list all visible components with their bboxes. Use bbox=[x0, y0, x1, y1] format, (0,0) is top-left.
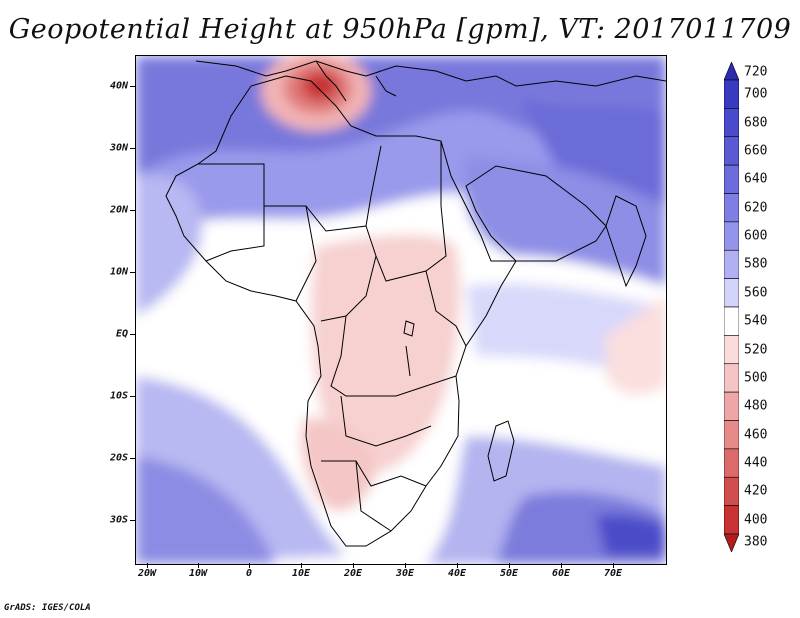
colorbar-swatch bbox=[724, 306, 739, 336]
lat-label-10n: 10N bbox=[109, 266, 128, 278]
colorbar-swatch bbox=[724, 62, 739, 81]
colorbar-swatch bbox=[724, 108, 739, 138]
colorbar-label: 380 bbox=[744, 534, 768, 550]
lon-tick bbox=[561, 563, 562, 568]
colorbar-label: 500 bbox=[744, 370, 768, 386]
lat-tick bbox=[130, 210, 135, 211]
lon-tick bbox=[147, 563, 148, 568]
lon-label-20w: 20W bbox=[137, 568, 157, 579]
lon-label-60e: 60E bbox=[551, 568, 571, 579]
lat-label-40n: 40N bbox=[109, 80, 128, 92]
colorbar-label: 640 bbox=[744, 171, 768, 187]
colorbar-label: 420 bbox=[744, 483, 768, 499]
lon-label-70e: 70E bbox=[603, 568, 623, 579]
colorbar-label: 560 bbox=[744, 285, 768, 301]
colorbar-label: 400 bbox=[744, 512, 768, 528]
lon-tick bbox=[198, 563, 199, 568]
map-panel bbox=[135, 55, 667, 565]
lat-label-eq: EQ bbox=[115, 328, 128, 340]
colorbar-label: 660 bbox=[744, 143, 768, 159]
colorbar-label: 580 bbox=[744, 256, 768, 272]
colorbar-label: 720 bbox=[744, 64, 768, 80]
colorbar-label: 440 bbox=[744, 455, 768, 471]
colorbar-label: 460 bbox=[744, 427, 768, 443]
lat-label-30s: 30S bbox=[109, 514, 128, 526]
colorbar-label: 480 bbox=[744, 398, 768, 414]
lat-label-10s: 10S bbox=[109, 390, 128, 402]
colorbar-swatch bbox=[724, 79, 739, 109]
grads-credit: GrADS: IGES/COLA bbox=[4, 603, 91, 613]
colorbar-swatch bbox=[724, 164, 739, 194]
lat-label-20s: 20S bbox=[109, 452, 128, 464]
colorbar-swatch bbox=[724, 193, 739, 223]
colorbar-swatch bbox=[724, 505, 739, 535]
colorbar-label: 600 bbox=[744, 228, 768, 244]
lon-label-30e: 30E bbox=[395, 568, 415, 579]
colorbar-label: 700 bbox=[744, 86, 768, 102]
colorbar-swatch bbox=[724, 363, 739, 393]
colorbar bbox=[724, 62, 739, 552]
lon-tick bbox=[405, 563, 406, 568]
lon-label-50e: 50E bbox=[499, 568, 519, 579]
lon-label-40e: 40E bbox=[447, 568, 467, 579]
colorbar-swatch bbox=[724, 278, 739, 308]
lat-label-30n: 30N bbox=[109, 142, 128, 154]
colorbar-swatch bbox=[724, 420, 739, 450]
lon-label-10w: 10W bbox=[188, 568, 208, 579]
coastlines bbox=[165, 60, 666, 547]
height-field bbox=[136, 56, 666, 564]
lat-tick bbox=[130, 520, 135, 521]
colorbar-label: 520 bbox=[744, 342, 768, 358]
map-canvas bbox=[136, 56, 666, 564]
colorbar-swatch bbox=[724, 249, 739, 279]
lat-label-20n: 20N bbox=[109, 204, 128, 216]
lon-tick bbox=[301, 563, 302, 568]
colorbar-label: 620 bbox=[744, 200, 768, 216]
lat-tick bbox=[130, 396, 135, 397]
lon-tick bbox=[613, 563, 614, 568]
lon-tick bbox=[249, 563, 250, 568]
colorbar-label: 540 bbox=[744, 313, 768, 329]
colorbar-swatch bbox=[724, 335, 739, 365]
lon-label-0: 0 bbox=[245, 568, 253, 579]
colorbar-swatch bbox=[724, 533, 739, 552]
lat-tick bbox=[130, 334, 135, 335]
plot-title: Geopotential Height at 950hPa [gpm], VT:… bbox=[8, 14, 792, 45]
colorbar-swatch bbox=[724, 136, 739, 166]
lat-tick bbox=[130, 86, 135, 87]
lon-label-20e: 20E bbox=[343, 568, 363, 579]
colorbar-swatch bbox=[724, 391, 739, 421]
lat-tick bbox=[130, 458, 135, 459]
lon-tick bbox=[457, 563, 458, 568]
colorbar-label: 680 bbox=[744, 115, 768, 131]
colorbar-swatch bbox=[724, 221, 739, 251]
lat-tick bbox=[130, 272, 135, 273]
lon-tick bbox=[509, 563, 510, 568]
colorbar-swatch bbox=[724, 476, 739, 506]
colorbar-swatch bbox=[724, 448, 739, 478]
lat-tick bbox=[130, 148, 135, 149]
lon-label-10e: 10E bbox=[291, 568, 311, 579]
lon-tick bbox=[353, 563, 354, 568]
